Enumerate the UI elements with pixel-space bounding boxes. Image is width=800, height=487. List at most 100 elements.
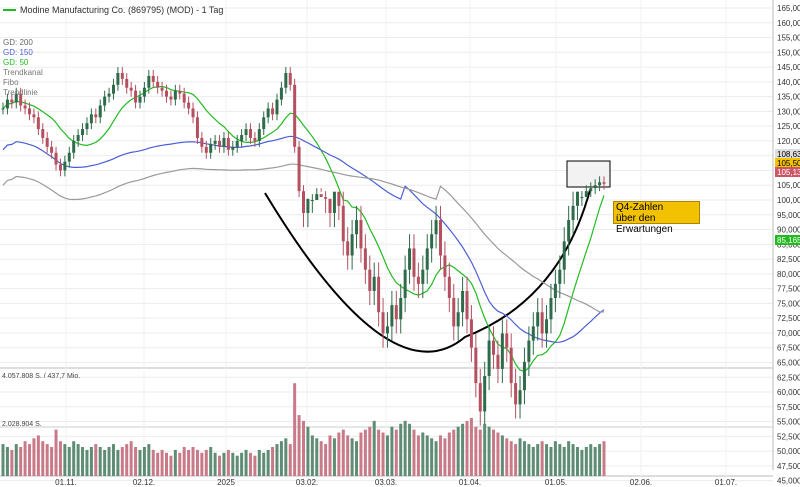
volume-bar <box>41 441 45 476</box>
candle-body <box>275 99 279 115</box>
volume-bar <box>138 449 142 476</box>
volume-bar <box>447 432 451 476</box>
y-tick-label: 135,000 <box>777 93 800 102</box>
volume-bar <box>302 420 305 476</box>
candle-body <box>350 234 354 256</box>
candle-body <box>377 276 381 313</box>
candle-body <box>178 90 182 94</box>
candle-body <box>14 93 18 103</box>
volume-bar <box>279 441 283 476</box>
y-tick-label: 45,000 <box>777 477 800 486</box>
price-tag-label: 105,50 <box>777 159 800 168</box>
chart-title: Modine Manufacturing Co. (869795) (MOD) … <box>20 4 224 15</box>
y-tick-label: 95,000 <box>777 211 800 220</box>
x-tick-label: 02.12. <box>133 478 155 487</box>
y-tick-label: 100,000 <box>777 196 800 205</box>
volume-bar <box>350 438 354 476</box>
volume-bar <box>500 435 504 476</box>
volume-bar <box>474 426 478 476</box>
candle-body <box>355 220 359 235</box>
candle-body <box>319 194 323 198</box>
y-tick-label: 50,000 <box>777 447 800 456</box>
candle-body <box>218 140 222 147</box>
volume-bar <box>81 447 85 476</box>
volume-bar <box>377 429 381 476</box>
volume-bar <box>257 449 261 476</box>
volume-bar <box>120 447 124 476</box>
candles <box>1 67 606 426</box>
candle-body <box>10 99 14 103</box>
price-tag-bg <box>775 167 800 177</box>
volume-bar <box>297 415 301 476</box>
candle-body <box>461 290 465 313</box>
volume-bar <box>355 441 359 476</box>
candle-body <box>580 197 584 199</box>
volume-bar <box>275 444 279 476</box>
volume-bar <box>94 444 98 476</box>
volume-bar <box>324 444 328 476</box>
volume-bar <box>545 444 549 476</box>
x-tick-label: 01.11. <box>55 478 77 487</box>
volume-bar <box>536 444 540 476</box>
candle-body <box>271 108 275 115</box>
y-tick-label: 140,000 <box>777 78 800 87</box>
candle-body <box>589 188 593 192</box>
indicator-fibo[interactable]: Fibo <box>3 78 19 87</box>
volume-bar <box>598 444 602 476</box>
indicator-trendlinie[interactable]: Trendlinie <box>3 88 38 97</box>
volume-bar <box>218 455 222 476</box>
volume-bar <box>434 441 438 476</box>
candle-body <box>173 90 177 100</box>
volume-bar <box>567 441 571 476</box>
candle-body <box>522 361 526 391</box>
candle-body <box>45 137 49 147</box>
candle-body <box>571 205 575 221</box>
candle-body <box>315 194 319 201</box>
volume-bar <box>14 444 18 476</box>
indicator-gd50[interactable]: GD: 50 <box>3 58 29 67</box>
volume-label-mid: 2.028.904 S. <box>2 421 42 428</box>
indicator-trendkanal[interactable]: Trendkanal <box>3 68 43 77</box>
volume-bar <box>465 420 469 476</box>
candle-body <box>438 220 442 256</box>
volume-bar <box>518 438 522 476</box>
y-tick-label: 120,000 <box>777 137 800 146</box>
y-tick-label: 67,500 <box>777 344 800 353</box>
price-tag-bg <box>775 158 800 168</box>
grid-lines <box>0 0 774 482</box>
candle-body <box>328 198 332 213</box>
volume-bar <box>430 438 434 476</box>
x-tick-label: 03.03. <box>375 478 397 487</box>
volume-bar <box>231 452 235 476</box>
candle-body <box>41 129 45 138</box>
volume-label-top: 4.057.808 S. / 437,7 Mio. <box>2 373 81 380</box>
volume-bar <box>492 429 496 476</box>
volume-bar <box>438 435 442 476</box>
volume-bar <box>288 444 292 476</box>
candle-body <box>19 93 23 106</box>
y-tick-label: 55,000 <box>777 418 800 427</box>
price-tag-label: 105,13 <box>777 168 800 177</box>
candle-body <box>63 161 67 171</box>
candle-body <box>306 198 310 213</box>
price-tag-label: 108,63 <box>777 150 800 159</box>
candle-body <box>213 140 217 144</box>
volume-bar <box>341 429 345 476</box>
y-tick-label: 47,500 <box>777 462 800 471</box>
candle-body <box>284 72 288 88</box>
volume-bar <box>165 452 169 476</box>
volume-bar <box>107 447 111 476</box>
candle-body <box>226 137 230 150</box>
candle-body <box>134 90 138 103</box>
candle-body <box>408 248 412 270</box>
indicator-gd150[interactable]: GD: 150 <box>3 48 33 57</box>
candle-body <box>434 220 438 235</box>
volume-bar <box>443 438 447 476</box>
candle-body <box>103 96 107 106</box>
candle-body <box>549 298 553 320</box>
indicator-gd200[interactable]: GD: 200 <box>3 38 33 47</box>
volume-bar <box>346 435 350 476</box>
volume-bar <box>173 449 177 476</box>
volume-bar <box>593 447 597 476</box>
candle-body <box>447 276 451 299</box>
